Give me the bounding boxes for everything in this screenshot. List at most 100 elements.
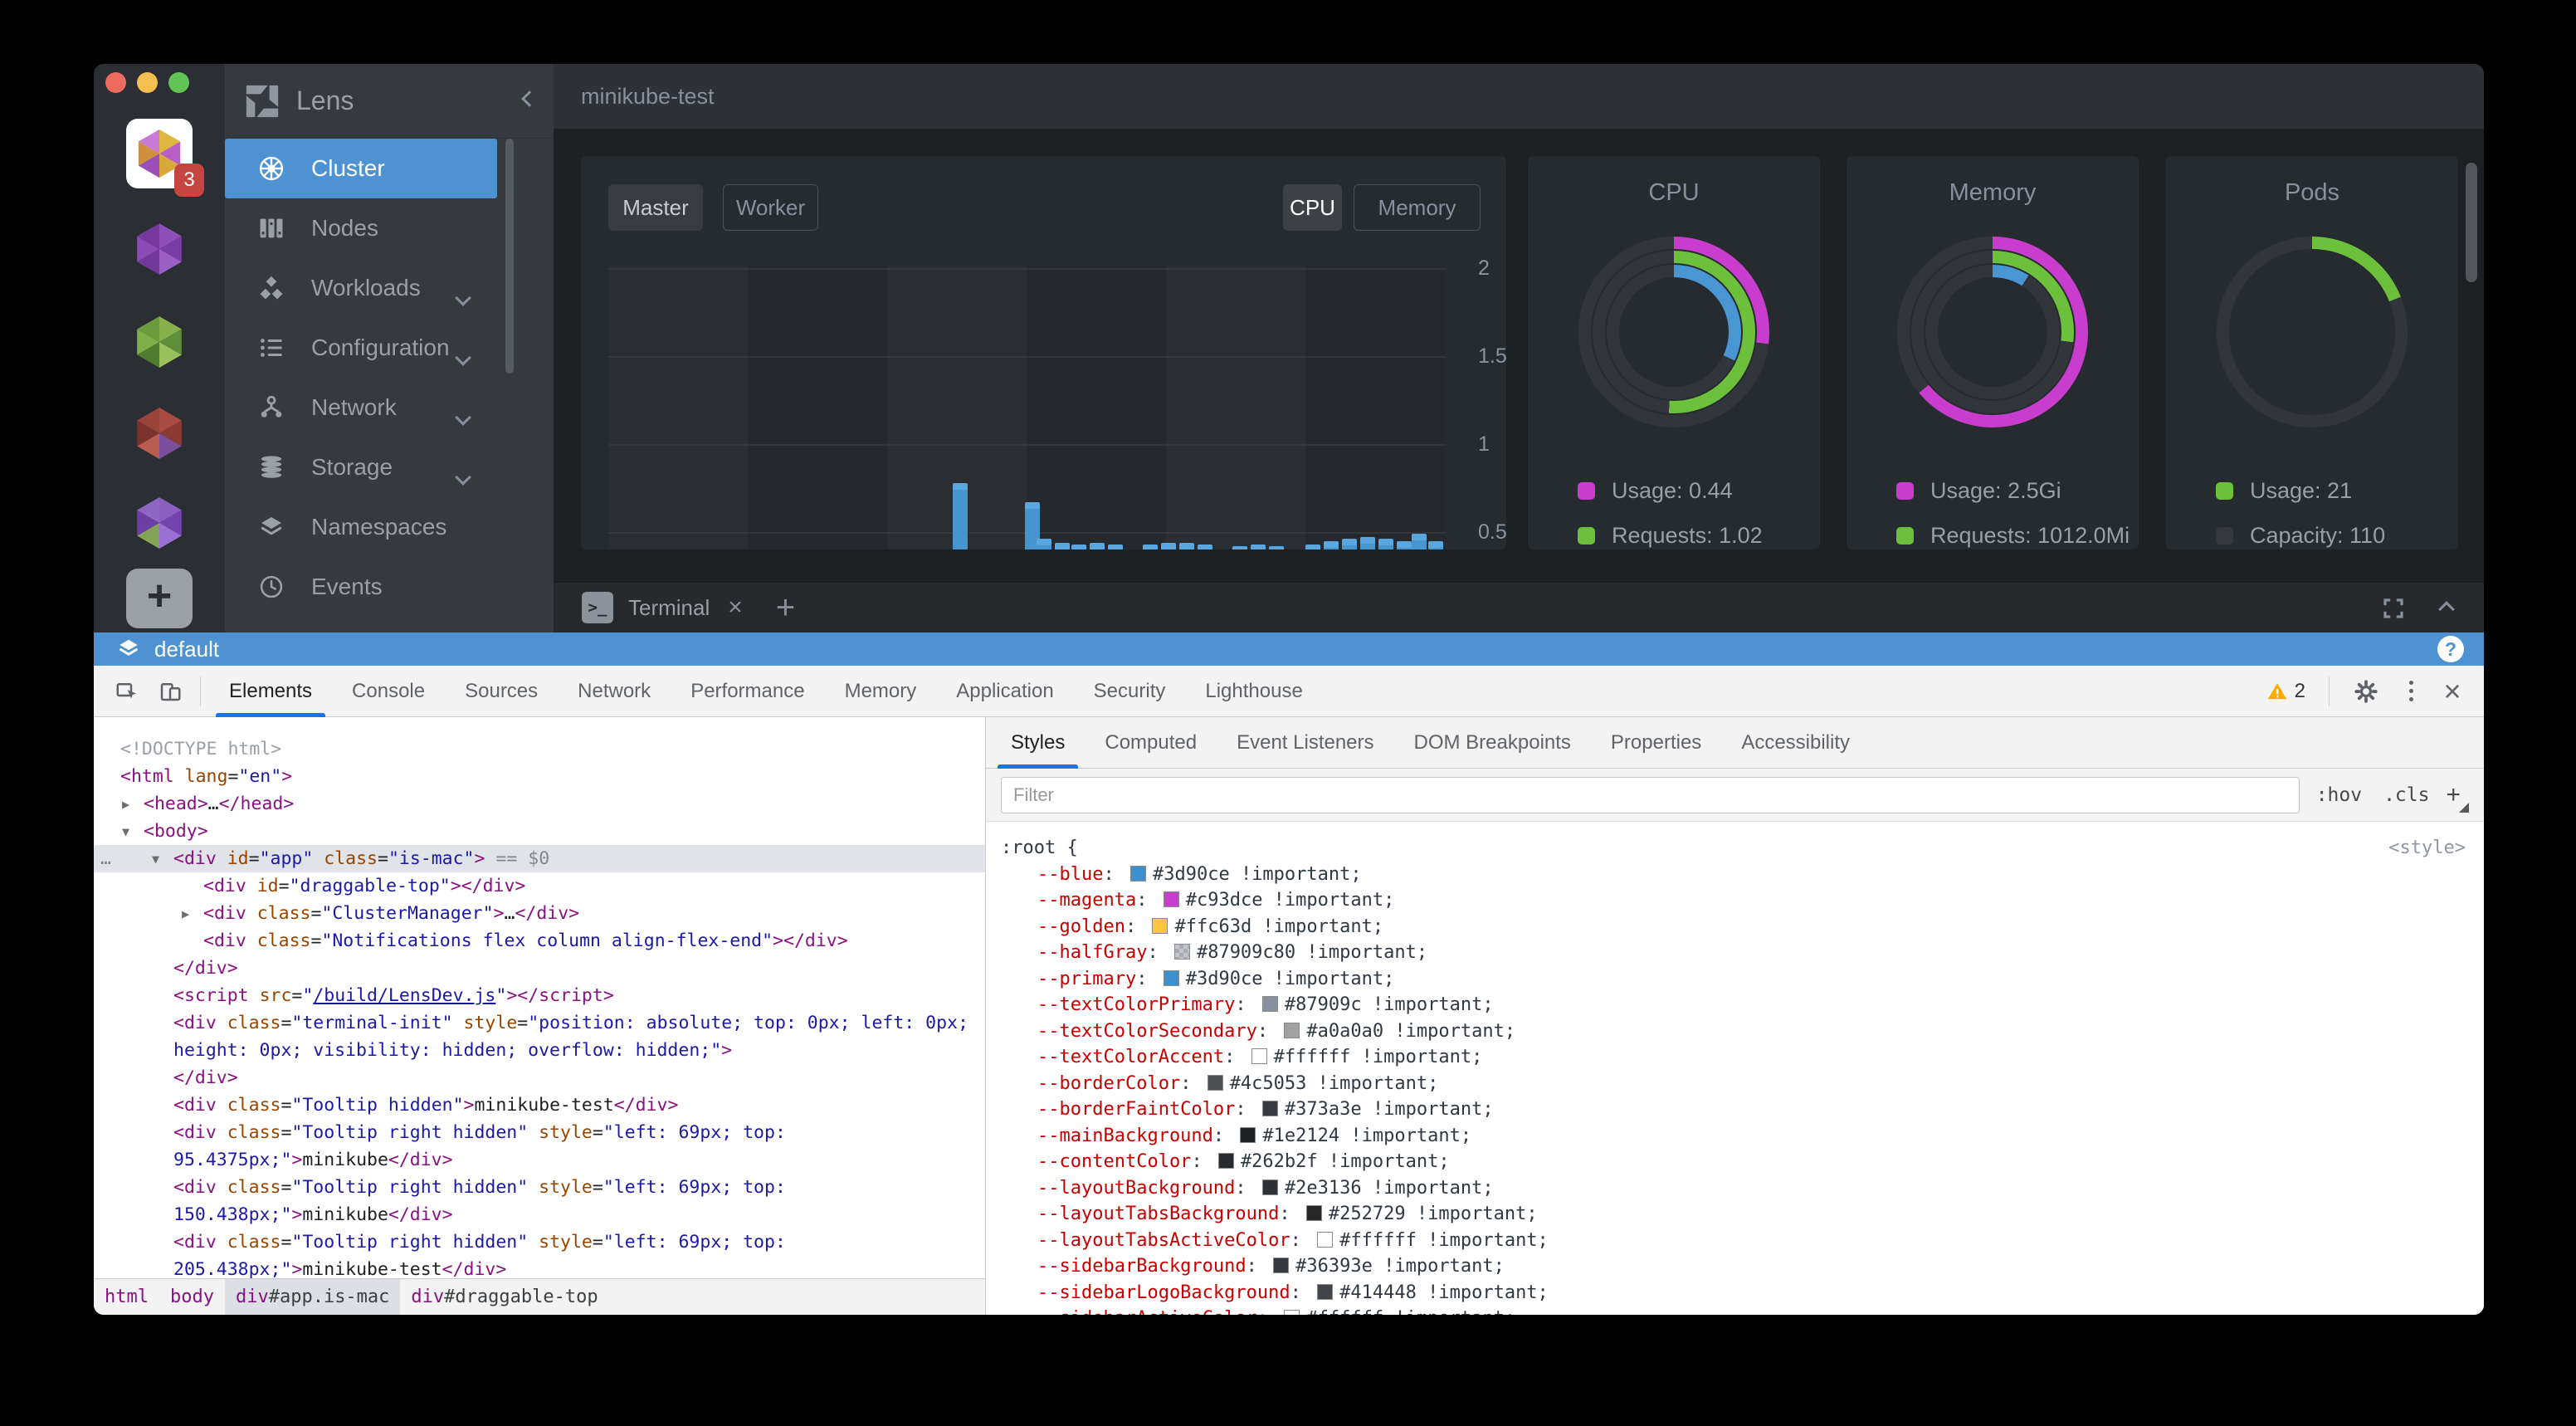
css-property[interactable]: --textColorAccent: #ffffff !important;: [1037, 1047, 1483, 1067]
devtools-close-icon[interactable]: ×: [2443, 673, 2461, 708]
css-property[interactable]: --blue: #3d90ce !important;: [1037, 863, 1362, 885]
css-property[interactable]: --contentColor: #262b2f !important;: [1037, 1151, 1450, 1172]
styles-tab-dom-breakpoints[interactable]: DOM Breakpoints: [1413, 730, 1571, 754]
sidebar-item-network[interactable]: Network: [225, 378, 497, 437]
dock-collapse-icon[interactable]: [2438, 598, 2455, 619]
color-swatch[interactable]: [1163, 969, 1179, 986]
color-swatch[interactable]: [1317, 1231, 1334, 1248]
css-property[interactable]: --sidebarBackground: #36393e !important;: [1037, 1256, 1505, 1277]
dom-tree-node[interactable]: … ▼ <div id="app" class="is-mac"> == $0: [94, 845, 985, 872]
style-source-link[interactable]: <style>: [2388, 838, 2466, 858]
minimize-window-button[interactable]: [137, 72, 158, 93]
color-swatch[interactable]: [1251, 1048, 1267, 1064]
dom-tree-node[interactable]: <div class="terminal-init" style="positi…: [94, 1009, 985, 1064]
dom-tree-node[interactable]: <div class="Tooltip right hidden" style=…: [94, 1119, 985, 1174]
tab-sources[interactable]: Sources: [465, 679, 539, 702]
dom-tree-node[interactable]: <html lang="en">: [94, 763, 985, 790]
close-window-button[interactable]: [105, 72, 126, 93]
node-tab-master-button[interactable]: Master: [608, 184, 703, 231]
color-swatch[interactable]: [1152, 917, 1168, 934]
color-swatch[interactable]: [1261, 1101, 1278, 1116]
css-selector[interactable]: :root {: [1001, 838, 1078, 858]
terminal-add-icon[interactable]: +: [775, 588, 796, 626]
expand-arrow-icon[interactable]: ▼: [152, 852, 160, 867]
color-swatch[interactable]: [1317, 1283, 1334, 1300]
expand-arrow-icon[interactable]: ▶: [122, 797, 130, 812]
color-swatch[interactable]: [1273, 1258, 1290, 1273]
dom-tree-node[interactable]: ▶ <head>…</head>: [94, 790, 985, 818]
styles-tab-styles[interactable]: Styles: [991, 717, 1085, 769]
chevron-down-icon[interactable]: [455, 343, 471, 369]
styles-tab-accessibility[interactable]: Accessibility: [1741, 730, 1851, 754]
css-property[interactable]: --layoutTabsActiveColor: #ffffff !import…: [1037, 1229, 1549, 1251]
metric-tab-cpu-button[interactable]: CPU: [1283, 184, 1342, 231]
dom-tree-node[interactable]: <div class="Tooltip right hidden" style=…: [94, 1174, 985, 1228]
dock-fullscreen-icon[interactable]: [2381, 596, 2406, 621]
sidebar-item-configuration[interactable]: Configuration: [225, 318, 497, 378]
namespace-label[interactable]: default: [154, 636, 220, 662]
devtools-menu-icon[interactable]: [2394, 681, 2427, 701]
dom-tree-node[interactable]: <div id="draggable-top"></div>: [94, 872, 985, 900]
color-swatch[interactable]: [1261, 996, 1278, 1012]
sidebar-item-nodes[interactable]: Nodes: [225, 198, 497, 258]
expand-arrow-icon[interactable]: ▶: [182, 906, 190, 921]
dom-tree-node[interactable]: <div class="Notifications flex column al…: [94, 927, 985, 955]
dom-tree-node[interactable]: <div class="Tooltip hidden">minikube-tes…: [94, 1091, 985, 1119]
color-swatch[interactable]: [1129, 865, 1146, 881]
sidebar-item-namespaces[interactable]: Namespaces: [225, 497, 497, 557]
chevron-down-icon[interactable]: [455, 403, 471, 429]
issues-warning-badge[interactable]: 2: [2258, 680, 2314, 703]
dom-tree-node[interactable]: <script src="/build/LensDev.js"></script…: [94, 982, 985, 1009]
content-scrollbar[interactable]: [2466, 163, 2477, 282]
styles-tab-properties[interactable]: Properties: [1610, 730, 1702, 754]
breadcrumb-item[interactable]: div #app.is-mac: [224, 1279, 401, 1315]
settings-gear-icon[interactable]: [2344, 670, 2388, 713]
css-property[interactable]: --borderColor: #4c5053 !important;: [1037, 1072, 1439, 1094]
tab-console[interactable]: Console: [352, 679, 426, 702]
color-swatch[interactable]: [1305, 1205, 1322, 1221]
color-swatch[interactable]: [1284, 1310, 1300, 1315]
sidebar-scrollbar[interactable]: [505, 139, 514, 374]
new-style-rule-button[interactable]: +: [2446, 781, 2469, 813]
tab-application[interactable]: Application: [956, 679, 1054, 702]
tab-network[interactable]: Network: [578, 679, 651, 702]
color-swatch[interactable]: [1240, 1126, 1256, 1143]
sidebar-collapse-button[interactable]: [521, 90, 538, 109]
tab-lighthouse[interactable]: Lighthouse: [1205, 679, 1303, 702]
tab-elements[interactable]: Elements: [209, 666, 332, 717]
color-swatch[interactable]: [1163, 891, 1179, 907]
css-property[interactable]: --mainBackground: #1e2124 !important;: [1037, 1125, 1472, 1146]
css-property[interactable]: --magenta: #c93dce !important;: [1037, 890, 1395, 911]
cluster-item-cluster-green[interactable]: [132, 315, 187, 369]
node-overflow-menu[interactable]: …: [100, 848, 113, 869]
tab-memory[interactable]: Memory: [844, 679, 917, 702]
chevron-down-icon[interactable]: [455, 462, 471, 489]
styles-tab-computed[interactable]: Computed: [1105, 730, 1198, 754]
sidebar-item-workloads[interactable]: Workloads: [225, 258, 497, 318]
tab-security[interactable]: Security: [1093, 679, 1166, 702]
css-property[interactable]: --sidebarLogoBackground: #414448 !import…: [1037, 1282, 1549, 1303]
cluster-item-cluster-purple[interactable]: [132, 222, 187, 276]
node-tab-worker-button[interactable]: Worker: [723, 184, 818, 231]
help-button[interactable]: ?: [2437, 636, 2464, 662]
color-swatch[interactable]: [1173, 944, 1190, 960]
color-swatch[interactable]: [1284, 1022, 1300, 1038]
toggle-hov-button[interactable]: :hov: [2315, 784, 2363, 806]
cluster-item-cluster-red[interactable]: [132, 406, 187, 461]
tab-performance[interactable]: Performance: [690, 679, 805, 702]
sidebar-item-storage[interactable]: Storage: [225, 437, 497, 497]
css-property[interactable]: --borderFaintColor: #373a3e !important;: [1037, 1099, 1494, 1120]
styles-tab-event-listeners[interactable]: Event Listeners: [1237, 730, 1374, 754]
metric-tab-memory-button[interactable]: Memory: [1354, 184, 1481, 231]
terminal-tab-label[interactable]: Terminal: [628, 594, 710, 620]
dom-tree-node[interactable]: </div>: [94, 1064, 985, 1091]
terminal-close-icon[interactable]: ×: [728, 593, 743, 621]
chevron-down-icon[interactable]: [455, 283, 471, 310]
dom-tree-node[interactable]: ▼ <body>: [94, 818, 985, 845]
dom-tree-node[interactable]: </div>: [94, 955, 985, 982]
toggle-cls-button[interactable]: .cls: [2383, 784, 2430, 806]
add-cluster-button[interactable]: +: [126, 569, 193, 628]
color-swatch[interactable]: [1207, 1074, 1223, 1091]
css-property[interactable]: --textColorPrimary: #87909c !important;: [1037, 994, 1494, 1015]
dom-tree-node[interactable]: <div class="Tooltip right hidden" style=…: [94, 1228, 985, 1278]
